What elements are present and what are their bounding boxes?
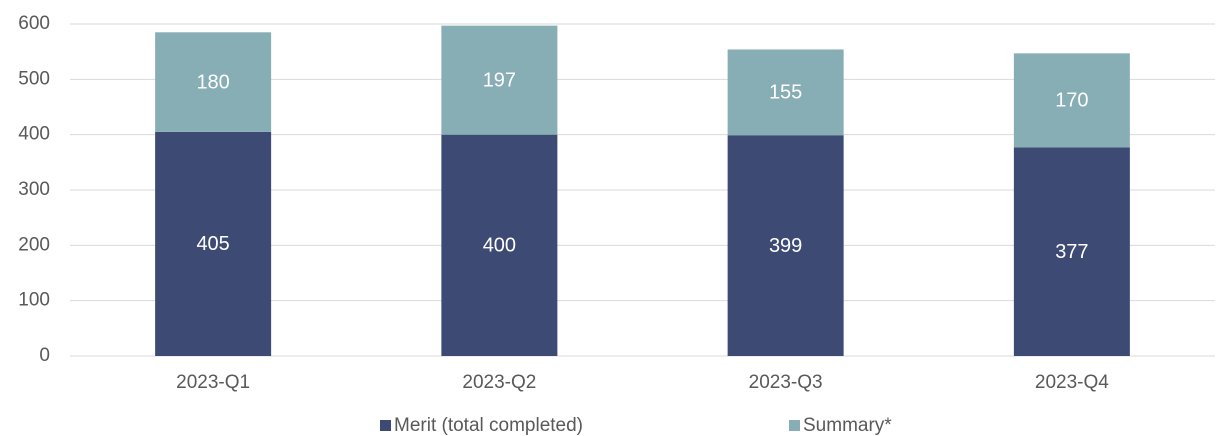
bar-segment [1013, 53, 1130, 148]
y-tick-label: 0 [39, 345, 50, 366]
y-tick-label: 500 [18, 68, 50, 89]
legend-swatch [789, 420, 800, 431]
value-label: 399 [769, 235, 802, 257]
x-tick-label: 2023-Q4 [1035, 372, 1109, 393]
bar-segment [155, 131, 272, 356]
value-label: 197 [483, 69, 516, 91]
value-label: 405 [196, 233, 229, 255]
bar-segment [155, 32, 272, 132]
y-tick-label: 100 [18, 290, 50, 311]
value-label: 400 [483, 235, 516, 257]
y-tick-label: 300 [18, 179, 50, 200]
value-label: 155 [769, 82, 802, 104]
bar-segment [441, 25, 558, 135]
y-tick-label: 200 [18, 234, 50, 255]
legend-label: Merit (total completed) [394, 415, 583, 436]
x-tick-label: 2023-Q3 [749, 372, 823, 393]
value-label: 180 [196, 71, 229, 93]
value-label: 170 [1055, 90, 1088, 112]
legend-swatch [380, 420, 391, 431]
value-label: 377 [1055, 241, 1088, 263]
y-tick-label: 600 [18, 13, 50, 34]
bar-segment [1013, 147, 1130, 356]
bar-segment [727, 49, 844, 136]
bar-segment [727, 135, 844, 356]
x-tick-label: 2023-Q1 [176, 372, 250, 393]
y-tick-label: 400 [18, 124, 50, 145]
legend-label: Summary* [803, 415, 892, 436]
bar-segment [441, 134, 558, 356]
x-tick-label: 2023-Q2 [462, 372, 536, 393]
